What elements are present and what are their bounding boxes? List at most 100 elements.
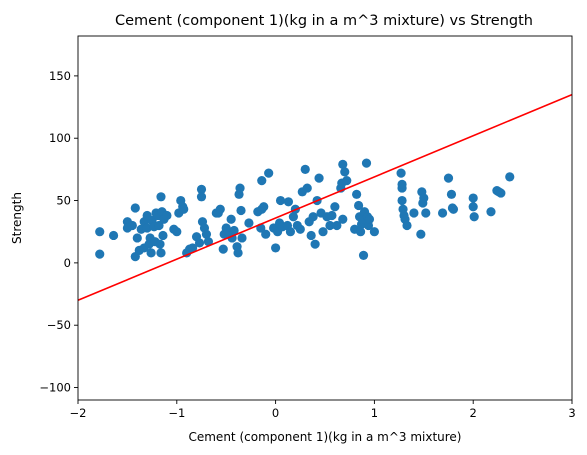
data-point: [196, 192, 207, 202]
data-point: [342, 176, 352, 186]
data-point: [237, 233, 247, 243]
data-point: [295, 224, 305, 234]
x-tick-label: 0: [272, 406, 279, 420]
x-tick-label: 1: [371, 406, 378, 420]
y-tick-label: −100: [39, 381, 71, 395]
data-point: [283, 197, 294, 207]
data-point: [396, 168, 406, 178]
data-point: [496, 188, 506, 198]
data-point: [505, 172, 515, 182]
data-point: [218, 244, 228, 254]
data-point: [327, 210, 337, 221]
data-point: [179, 204, 189, 214]
data-point: [203, 237, 214, 247]
data-point: [235, 183, 245, 193]
data-point: [155, 239, 165, 249]
data-point: [338, 159, 348, 169]
x-tick-label: −2: [70, 406, 87, 420]
data-point: [215, 204, 225, 214]
data-point: [300, 164, 310, 174]
y-tick-label: 50: [56, 194, 71, 208]
data-point: [226, 214, 236, 224]
data-point: [338, 214, 348, 224]
data-point: [146, 248, 156, 258]
data-point: [261, 229, 271, 239]
data-point: [397, 179, 407, 189]
data-point: [233, 248, 243, 258]
data-point: [244, 218, 254, 228]
data-point: [275, 195, 286, 206]
data-point: [358, 250, 369, 260]
data-point: [172, 227, 182, 237]
data-point: [130, 203, 140, 213]
data-point: [108, 230, 119, 241]
data-point: [158, 230, 168, 241]
data-point: [132, 233, 142, 243]
data-point: [142, 223, 152, 233]
data-point: [257, 176, 267, 186]
x-tick-label: 2: [470, 406, 477, 420]
data-point: [259, 202, 269, 212]
y-axis-label: Strength: [10, 192, 24, 244]
plot-frame: [77, 35, 573, 401]
data-point: [310, 239, 320, 249]
data-point: [162, 210, 172, 221]
data-point: [443, 173, 454, 183]
data-point: [271, 243, 281, 253]
data-point: [302, 183, 312, 193]
data-point: [340, 167, 350, 177]
data-point: [468, 193, 478, 203]
data-point: [446, 189, 457, 199]
chart-title: Cement (component 1)(kg in a m^3 mixture…: [115, 13, 533, 29]
data-point: [355, 227, 366, 237]
data-point: [156, 248, 166, 258]
data-point: [469, 212, 479, 222]
data-point: [409, 208, 419, 218]
data-point: [314, 173, 324, 183]
data-point: [95, 249, 105, 259]
data-point: [421, 208, 431, 218]
data-point: [397, 195, 407, 206]
data-point: [448, 204, 459, 214]
data-point: [196, 184, 207, 194]
y-tick-label: 150: [49, 69, 71, 83]
data-points: [95, 158, 515, 262]
y-tick-label: 0: [64, 256, 71, 270]
data-point: [288, 212, 298, 222]
data-point: [437, 208, 448, 218]
data-point: [325, 220, 335, 231]
y-tick-label: 100: [49, 131, 71, 145]
data-point: [419, 193, 429, 203]
regression-line: [78, 93, 572, 302]
data-point: [264, 168, 274, 178]
data-point: [486, 207, 496, 217]
x-axis-ticks: −2 −1 0 1 2 3: [70, 400, 576, 420]
data-point: [468, 202, 478, 212]
data-point: [306, 230, 316, 241]
data-point: [332, 220, 342, 231]
x-axis-label: Cement (component 1)(kg in a m^3 mixture…: [188, 430, 461, 444]
x-tick-label: −1: [168, 406, 185, 420]
data-point: [201, 229, 212, 239]
data-point: [416, 229, 426, 239]
data-point: [236, 205, 246, 216]
data-point: [364, 214, 375, 224]
data-point: [361, 158, 372, 168]
data-point: [188, 243, 198, 253]
data-point: [352, 189, 362, 199]
data-point: [369, 227, 379, 237]
y-tick-label: −50: [47, 318, 71, 332]
data-point: [154, 220, 164, 231]
data-point: [229, 225, 239, 236]
x-tick-label: 3: [568, 406, 575, 420]
data-point: [156, 192, 166, 202]
data-point: [194, 238, 205, 248]
data-point: [353, 200, 364, 211]
data-point: [330, 202, 340, 212]
data-point: [285, 227, 296, 237]
data-point: [127, 220, 137, 231]
data-point: [95, 227, 105, 237]
data-point: [308, 212, 318, 222]
y-axis-ticks: −100 −50 0 50 100 150: [39, 69, 78, 395]
